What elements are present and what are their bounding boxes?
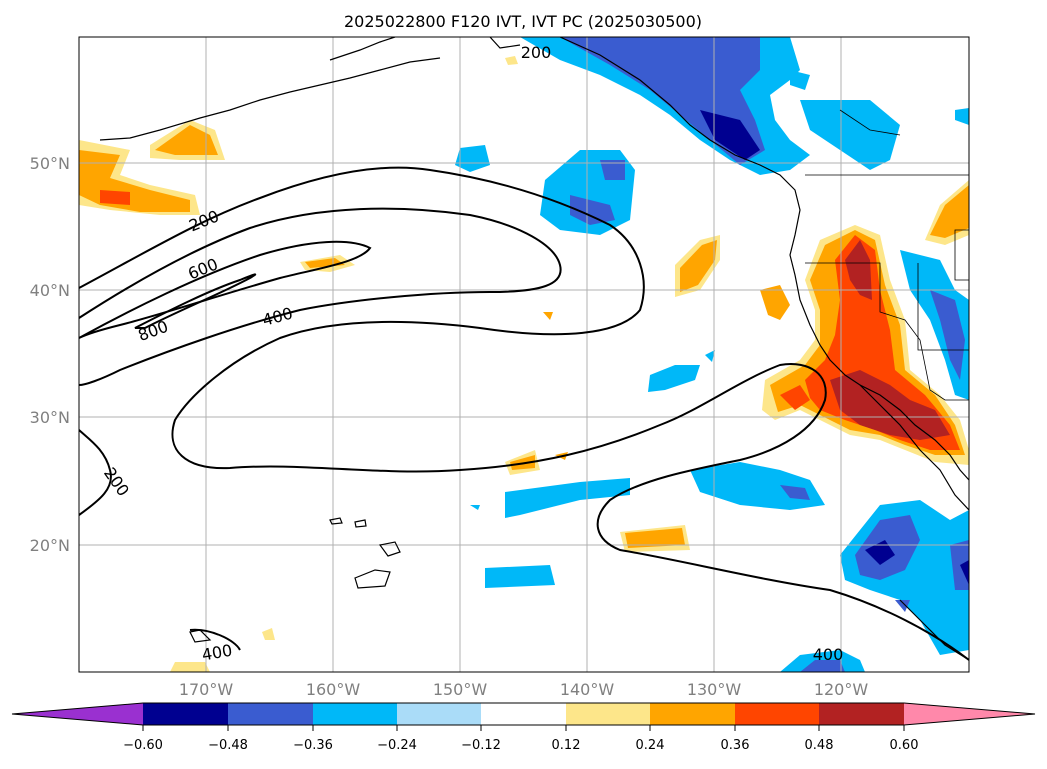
lon-label: 170°W xyxy=(179,680,234,699)
lon-label: 140°W xyxy=(560,680,615,699)
political-borders xyxy=(805,109,969,401)
lat-label: 30°N xyxy=(30,408,70,427)
lon-label: 160°W xyxy=(306,680,361,699)
colorbar-segment xyxy=(397,703,481,725)
colorbar-segment xyxy=(650,703,735,725)
colorbar-tick-label: 0.48 xyxy=(805,738,834,753)
colorbar-segment xyxy=(566,703,650,725)
colorbar-segment xyxy=(228,703,313,725)
contour-labels: 200 200 600 400 800 200 400 400 xyxy=(100,43,843,665)
latitude-labels: 50°N 40°N 30°N 20°N xyxy=(30,154,70,555)
colorbar-tick-label: −0.48 xyxy=(208,738,248,753)
lat-label: 20°N xyxy=(30,536,70,555)
lat-label: 40°N xyxy=(30,281,70,300)
colorbar-segment xyxy=(819,703,904,725)
colorbar-under-arrow xyxy=(12,703,143,725)
lon-label: 120°W xyxy=(814,680,869,699)
map-area: 200 200 600 400 800 200 400 400 xyxy=(79,37,969,672)
longitude-labels: 170°W 160°W 150°W 140°W 130°W 120°W xyxy=(179,680,869,699)
coastlines xyxy=(99,37,969,661)
contour-label: 200 xyxy=(521,43,552,62)
map-frame xyxy=(78,36,970,673)
colorbar-segment xyxy=(143,703,228,725)
colorbar-tick-label: −0.12 xyxy=(461,738,501,753)
colorbar-tick-label: 0.12 xyxy=(552,738,581,753)
colorbar-tick-label: −0.24 xyxy=(377,738,417,753)
colorbar: −0.60 −0.48 −0.36 −0.24 −0.12 0.12 0.24 … xyxy=(11,702,1036,753)
colorbar-tick-label: 0.36 xyxy=(721,738,750,753)
colorbar-tick-label: 0.24 xyxy=(636,738,665,753)
map-title: 2025022800 F120 IVT, IVT PC (2025030500) xyxy=(344,12,702,31)
lon-label: 130°W xyxy=(687,680,742,699)
colorbar-tick-label: 0.60 xyxy=(890,738,919,753)
colorbar-segment xyxy=(313,703,397,725)
colorbar-segment xyxy=(735,703,819,725)
colorbar-tick-label: −0.60 xyxy=(123,738,163,753)
positive-anomaly-shading xyxy=(79,56,969,672)
colorbar-tick-label: −0.36 xyxy=(293,738,333,753)
lon-label: 150°W xyxy=(433,680,488,699)
colorbar-over-arrow xyxy=(904,703,1035,725)
lat-label: 50°N xyxy=(30,154,70,173)
ivt-contours xyxy=(79,166,969,661)
contour-label: 400 xyxy=(813,645,844,664)
colorbar-segment xyxy=(481,703,566,725)
colorbar-tick-labels: −0.60 −0.48 −0.36 −0.24 −0.12 0.12 0.24 … xyxy=(123,738,918,753)
colorbar-ticks xyxy=(142,725,905,731)
